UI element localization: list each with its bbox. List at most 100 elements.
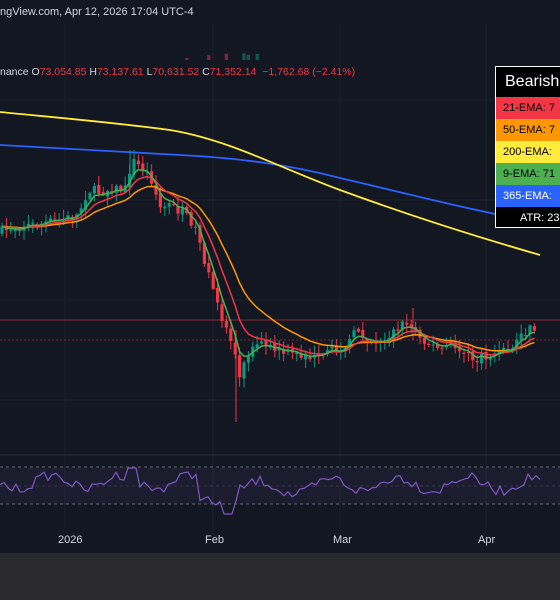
candle-body	[431, 344, 435, 346]
candle-body	[409, 324, 413, 328]
candle-body	[207, 263, 211, 273]
legend-ema-50: 50-EMA: 7	[496, 119, 560, 141]
candlesticks	[0, 150, 536, 422]
source-timestamp: ngView.com, Apr 12, 2026 17:04 UTC-4	[0, 6, 194, 18]
candle-body	[405, 322, 409, 325]
open-label: O	[31, 66, 40, 78]
low-label: L	[146, 66, 153, 78]
ema-21-line	[1, 175, 535, 356]
price-chart[interactable]	[0, 0, 560, 553]
chart-frame[interactable]: ngView.com, Apr 12, 2026 17:04 UTC-4 nan…	[0, 0, 560, 553]
ema-200-line	[0, 111, 541, 256]
candle-body	[132, 159, 136, 175]
candle-body	[471, 351, 475, 361]
close-value: 71,352.14	[209, 66, 257, 78]
candle-body	[224, 321, 228, 328]
legend-title: Bearish	[505, 73, 560, 90]
candle-body	[154, 184, 158, 195]
candle-body	[79, 208, 83, 213]
high-value: 73,137.61	[96, 66, 144, 78]
candle-body	[92, 186, 96, 194]
candle-body	[97, 185, 101, 194]
candle-body	[418, 329, 422, 338]
high-label: H	[89, 66, 97, 78]
legend-ema-365: 365-EMA:	[496, 185, 560, 207]
candle-body	[524, 334, 528, 336]
ema-legend: Bearish 21-EMA: 7 50-EMA: 7 200-EMA: 9-E…	[495, 66, 560, 228]
candle-body	[348, 339, 352, 348]
axis-label-feb: Feb	[205, 534, 224, 546]
candle-body	[480, 353, 484, 364]
candle-body	[502, 347, 506, 350]
legend-atr: ATR: 23	[496, 207, 560, 227]
chart-grid	[0, 24, 560, 528]
volume-bar	[255, 53, 259, 60]
candle-body	[458, 346, 462, 351]
volume-bar	[207, 55, 211, 60]
volume-bars	[185, 53, 259, 60]
candle-body	[202, 242, 206, 265]
candle-body	[352, 330, 356, 338]
change-value: −1,762.68 (−2.41%)	[262, 66, 356, 78]
candle-body	[462, 352, 466, 354]
candle-body	[13, 229, 17, 232]
candle-body	[198, 225, 202, 243]
candle-body	[26, 223, 30, 227]
candle-body	[356, 328, 360, 332]
volume-bar	[246, 54, 250, 60]
candle-body	[242, 362, 246, 379]
candle-body	[238, 355, 242, 378]
candle-body	[497, 350, 501, 355]
candle-body	[194, 226, 198, 228]
rsi-panel	[0, 454, 560, 515]
candle-body	[400, 321, 404, 330]
candle-body	[330, 346, 334, 349]
candle-body	[361, 329, 365, 338]
candle-body	[136, 160, 140, 165]
candle-body	[167, 203, 171, 207]
candle-body	[365, 338, 369, 342]
volume-bar	[224, 53, 228, 60]
low-value: 70,631.52	[152, 66, 200, 78]
ema-9-line	[1, 168, 535, 359]
candle-body	[317, 354, 321, 356]
candle-body	[488, 357, 492, 360]
candle-body	[282, 348, 286, 354]
axis-label-apr: Apr	[478, 534, 496, 546]
candle-body	[44, 221, 48, 224]
open-value: 73,054.85	[39, 66, 87, 78]
candle-body	[53, 218, 57, 220]
candle-body	[532, 326, 536, 331]
candle-body	[163, 206, 167, 209]
candle-body	[392, 329, 396, 340]
rsi-line	[0, 467, 541, 515]
candle-body	[101, 192, 105, 195]
candle-body	[422, 337, 426, 344]
candle-body	[326, 350, 330, 354]
chart-header: ngView.com, Apr 12, 2026 17:04 UTC-4	[0, 0, 560, 24]
candle-body	[260, 341, 264, 344]
legend-ema-21: 21-EMA: 7	[496, 97, 560, 119]
candle-body	[506, 348, 510, 351]
axis-label-mar: Mar	[333, 534, 352, 546]
candle-body	[334, 346, 338, 352]
candle-body	[466, 352, 470, 354]
candle-body	[396, 329, 400, 331]
candle-body	[216, 287, 220, 303]
candle-body	[84, 200, 88, 210]
candle-body	[31, 222, 35, 224]
candle-body	[141, 163, 145, 172]
time-axis[interactable]: 2026 Feb Mar Apr	[0, 528, 560, 553]
candle-body	[9, 230, 13, 232]
volume-bar	[242, 53, 246, 60]
candle-body	[528, 325, 532, 335]
volume-bar	[185, 57, 189, 60]
candle-body	[18, 230, 22, 232]
candle-body	[88, 192, 92, 200]
candle-body	[229, 328, 233, 341]
candle-body	[158, 193, 162, 208]
legend-ema-200: 200-EMA:	[496, 141, 560, 163]
candle-body	[119, 185, 123, 192]
candle-body	[189, 211, 193, 226]
candle-body	[475, 361, 479, 363]
